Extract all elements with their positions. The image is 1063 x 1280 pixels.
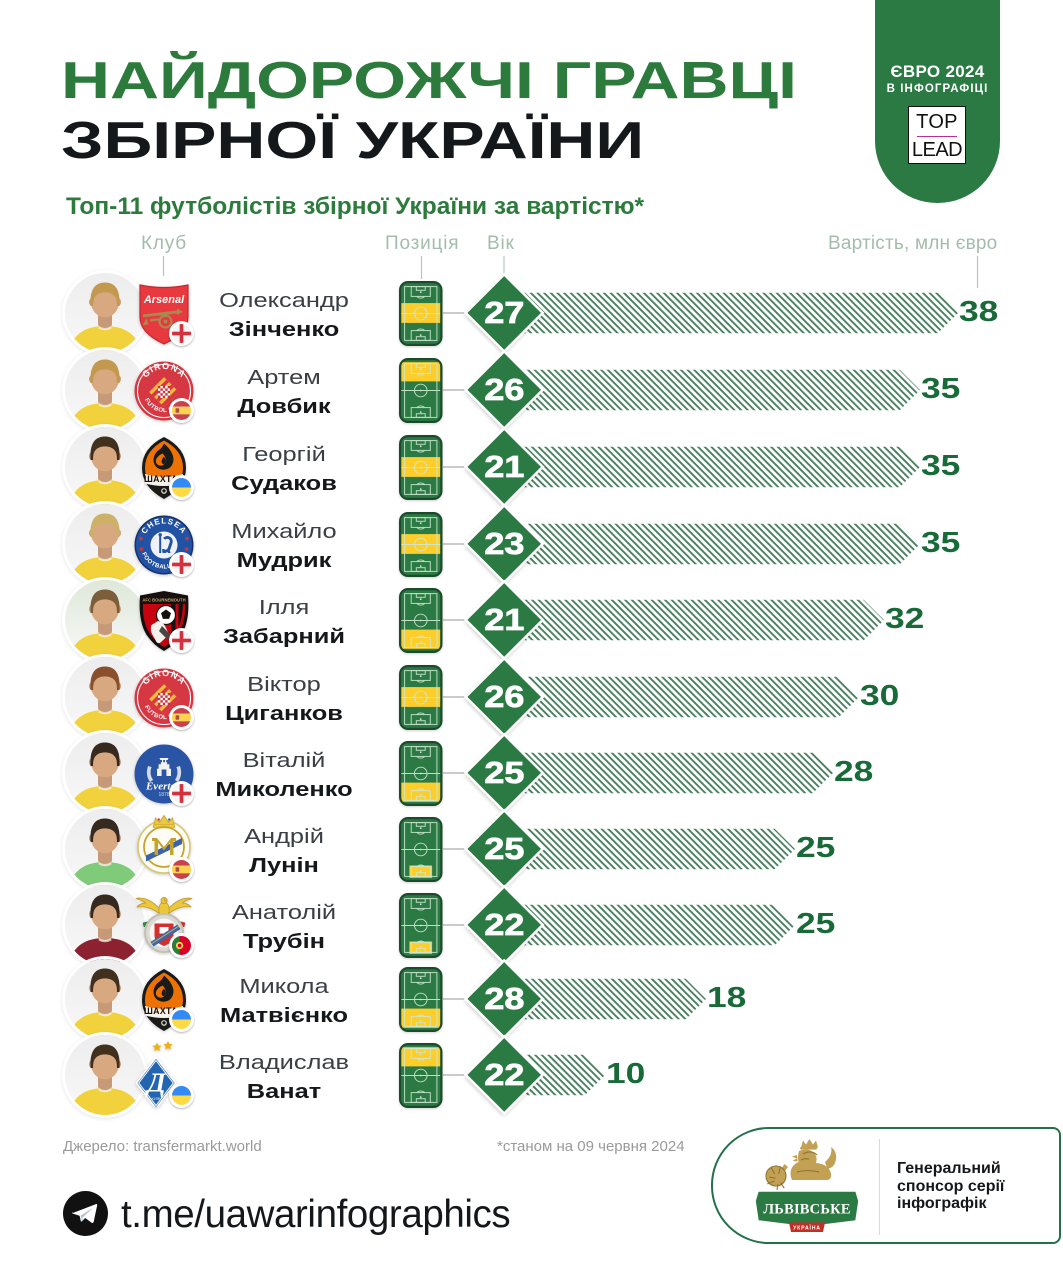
svg-text:КИЇВ: КИЇВ — [152, 1096, 161, 1101]
svg-text:ЛЬВІВСЬКЕ: ЛЬВІВСЬКЕ — [763, 1202, 850, 1218]
svg-text:Arsenal: Arsenal — [143, 294, 185, 306]
svg-text:1878: 1878 — [158, 792, 169, 798]
svg-text:AFC BOURNEMOUTH: AFC BOURNEMOUTH — [142, 598, 185, 603]
svg-text:ШАХТАР: ШАХТАР — [144, 474, 184, 484]
svg-text:УКРАЇНА: УКРАЇНА — [793, 1225, 821, 1232]
svg-text:ШАХТАР: ШАХТАР — [144, 1006, 184, 1016]
svg-text:Д: Д — [144, 1068, 167, 1098]
